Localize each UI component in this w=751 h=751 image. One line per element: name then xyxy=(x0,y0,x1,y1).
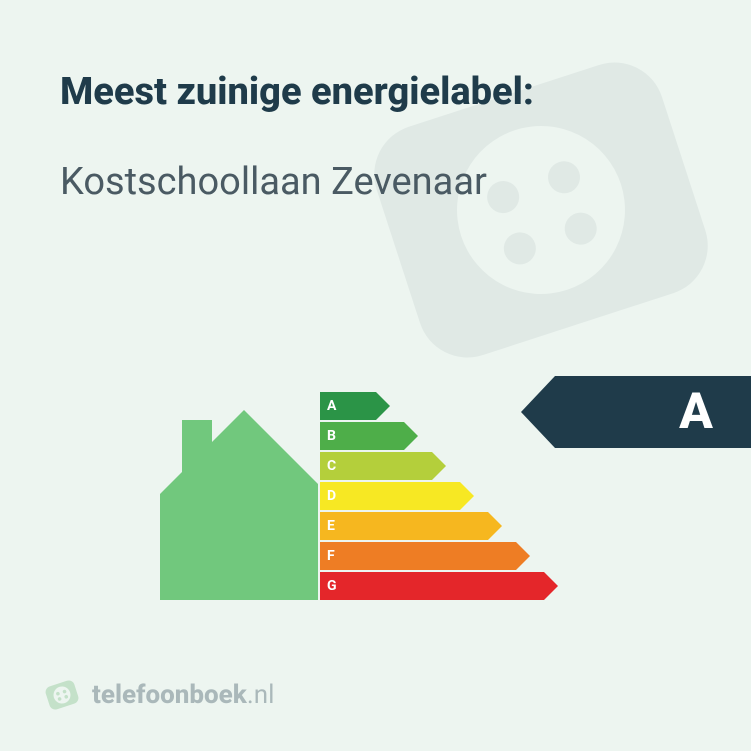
bar-shape xyxy=(320,572,558,600)
page-title: Meest zuinige energielabel: xyxy=(60,70,691,114)
content-area: Meest zuinige energielabel: Kostschoolla… xyxy=(0,0,751,204)
bar-letter: G xyxy=(327,578,337,594)
bar-letter: A xyxy=(327,398,336,414)
brand-icon xyxy=(44,677,80,713)
brand-name-light: .nl xyxy=(247,680,275,710)
bar-letter: D xyxy=(327,488,336,504)
bar-letter: E xyxy=(327,518,335,534)
selected-label-letter: A xyxy=(679,383,713,441)
page-subtitle: Kostschoollaan Zevenaar xyxy=(60,160,691,204)
bar-letter: C xyxy=(327,458,336,474)
energy-label-chart: ABCDEFG A xyxy=(160,370,751,630)
bar-letter: F xyxy=(327,548,335,564)
bar-shape xyxy=(320,542,530,570)
house-icon xyxy=(160,390,318,600)
bar-shape xyxy=(320,452,446,480)
brand-name-bold: telefoonboek xyxy=(92,680,247,710)
footer-brand: telefoonboek.nl xyxy=(44,677,274,713)
brand-text: telefoonboek.nl xyxy=(92,680,274,710)
bar-shape xyxy=(320,512,502,540)
bar-shape xyxy=(320,482,474,510)
bar-letter: B xyxy=(327,428,336,444)
selected-label-badge: A xyxy=(521,376,751,448)
